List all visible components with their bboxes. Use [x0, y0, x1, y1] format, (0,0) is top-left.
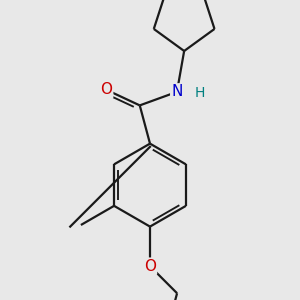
Text: N: N [171, 84, 183, 99]
Text: H: H [195, 86, 205, 100]
Text: O: O [144, 259, 156, 274]
Text: O: O [100, 82, 112, 97]
